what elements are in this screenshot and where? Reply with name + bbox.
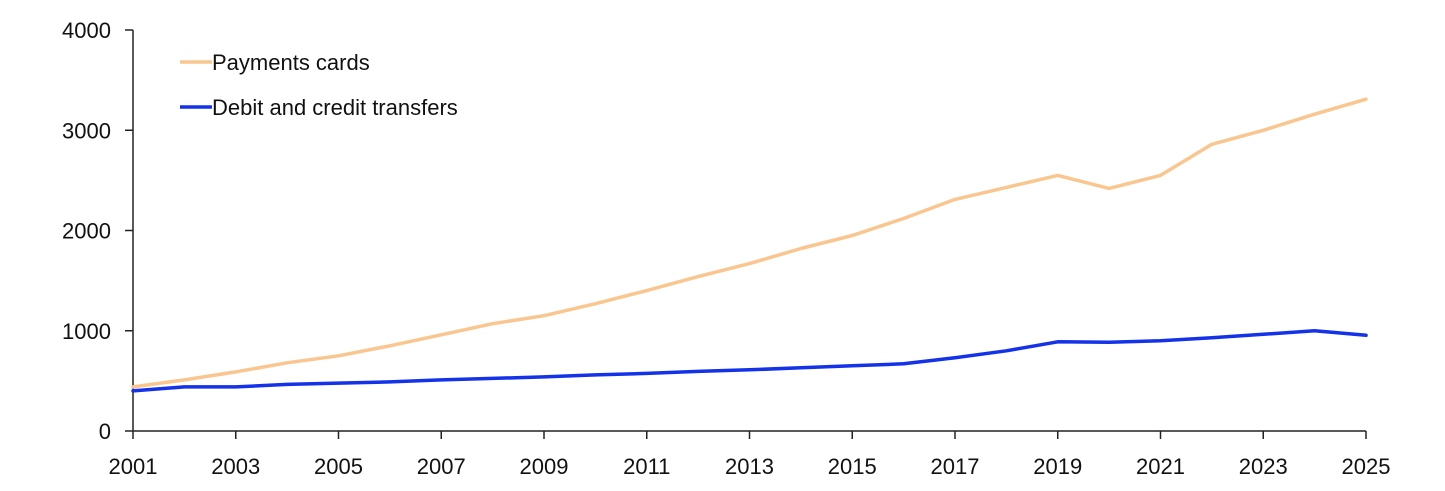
x-tick-label: 2021 bbox=[1136, 454, 1185, 479]
series-line-payments-cards bbox=[131, 97, 1368, 389]
x-tick-label: 2009 bbox=[520, 454, 569, 479]
series-line-debit-and-credit-transfers bbox=[131, 329, 1368, 393]
y-tick-label: 3000 bbox=[62, 118, 111, 143]
legend-label-debit-and-credit-transfers: Debit and credit transfers bbox=[212, 95, 458, 120]
y-axis-ticks: 0 1000 2000 3000 4000 bbox=[62, 18, 133, 444]
x-tick-label: 2015 bbox=[828, 454, 877, 479]
x-tick-label: 2005 bbox=[314, 454, 363, 479]
x-tick-label: 2025 bbox=[1342, 454, 1391, 479]
x-tick-label: 2019 bbox=[1033, 454, 1082, 479]
legend: Payments cards Debit and credit transfer… bbox=[180, 50, 458, 120]
x-axis-ticks: 2001 2003 2005 2007 2009 2011 2013 2015 2017 2019… bbox=[109, 431, 1391, 479]
legend-label-payments-cards: Payments cards bbox=[212, 50, 370, 75]
x-tick-label: 2013 bbox=[725, 454, 774, 479]
x-tick-label: 2001 bbox=[109, 454, 158, 479]
series-lines bbox=[131, 97, 1368, 393]
x-tick-label: 2011 bbox=[623, 454, 670, 479]
x-tick-label: 2003 bbox=[211, 454, 260, 479]
legend-item-debit-and-credit-transfers: Debit and credit transfers bbox=[180, 95, 458, 120]
y-tick-label: 0 bbox=[99, 419, 111, 444]
x-tick-label: 2023 bbox=[1239, 454, 1288, 479]
x-tick-label: 2017 bbox=[931, 454, 980, 479]
y-tick-label: 2000 bbox=[62, 219, 111, 244]
y-tick-label: 1000 bbox=[62, 319, 111, 344]
y-tick-label: 4000 bbox=[62, 18, 111, 43]
x-tick-label: 2007 bbox=[417, 454, 466, 479]
legend-item-payments-cards: Payments cards bbox=[180, 50, 370, 75]
